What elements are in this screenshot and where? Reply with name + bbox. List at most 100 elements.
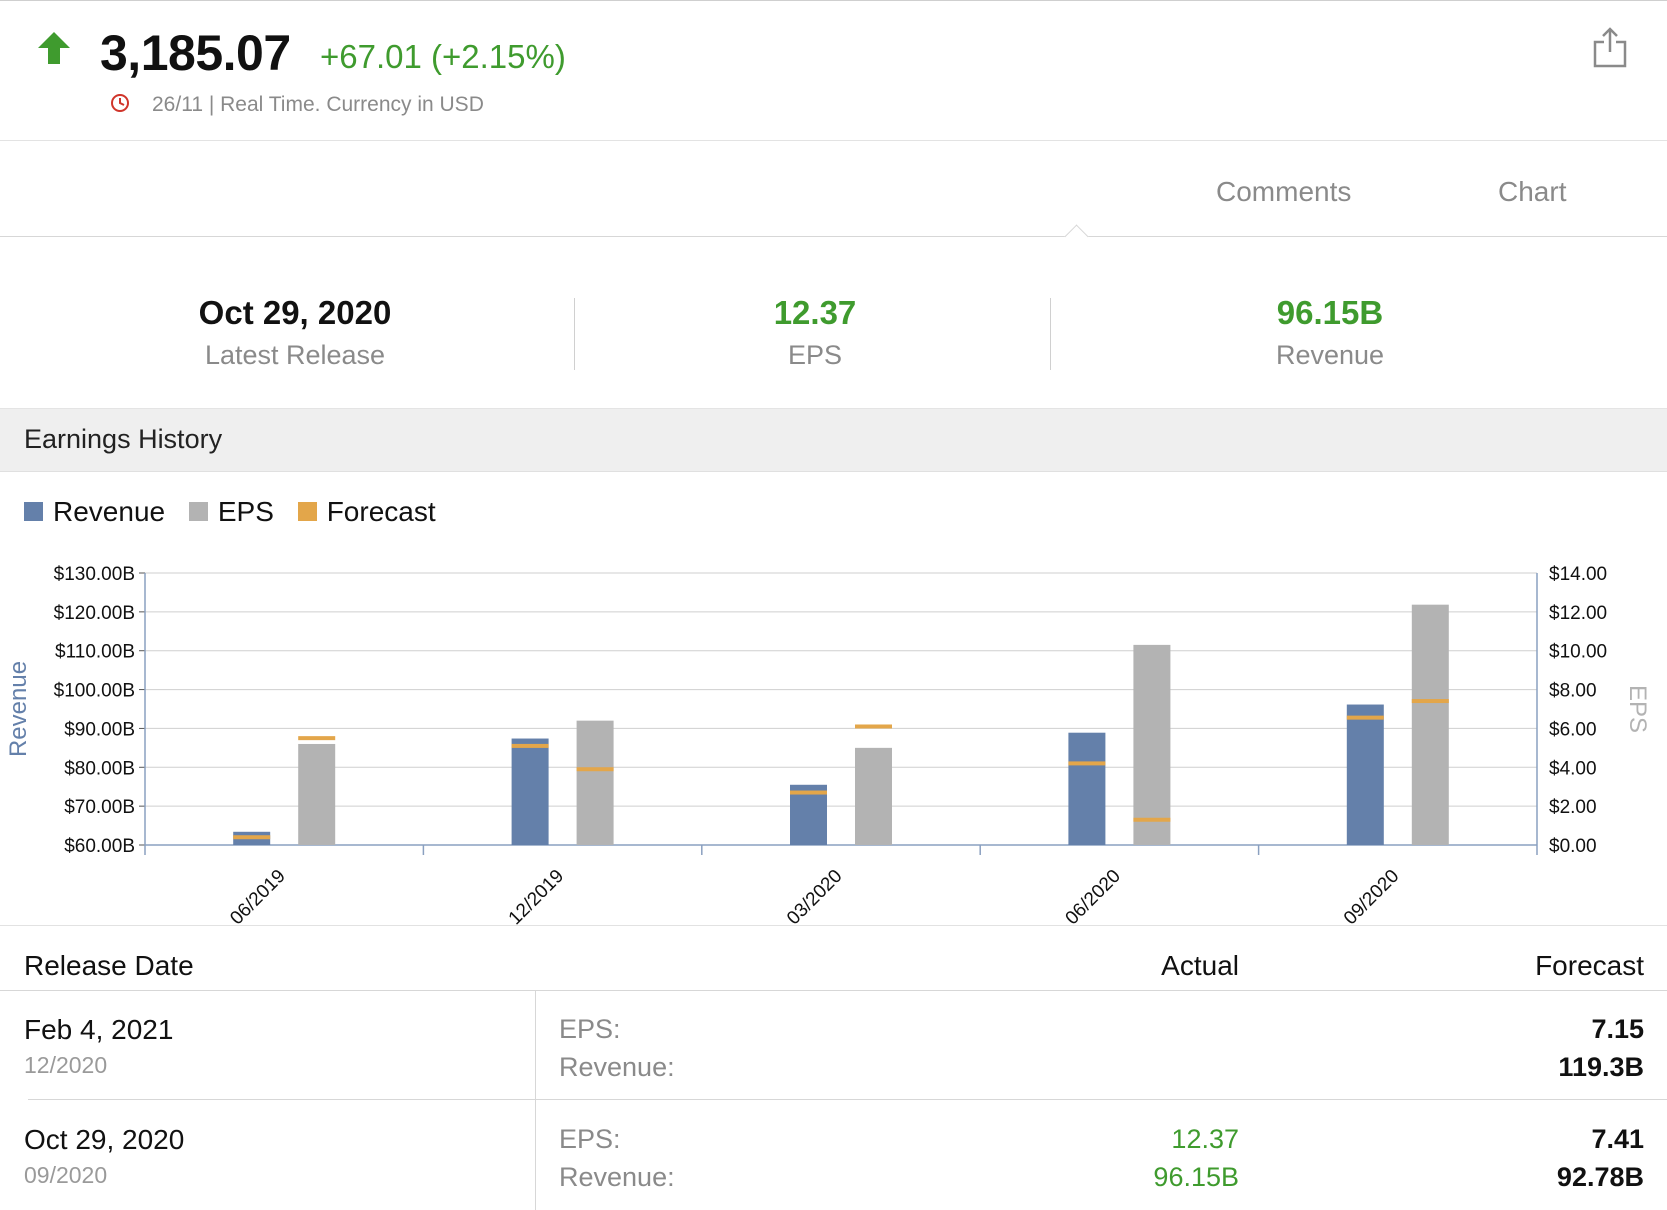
x-tick-label: 03/2020 (783, 866, 846, 929)
chart-legend: Revenue EPS Forecast (24, 496, 452, 528)
price-change: +67.01 (+2.15%) (320, 38, 566, 75)
revenue-value: 96.15B (1276, 294, 1384, 331)
section-title: Earnings History (24, 424, 223, 454)
legend-eps[interactable]: EPS (188, 496, 274, 528)
summary-divider (574, 298, 575, 370)
latest-release-value: Oct 29, 2020 (198, 294, 392, 331)
summary-revenue: 96.15B Revenue (1135, 294, 1525, 371)
row-date: Oct 29, 2020 (24, 1124, 185, 1155)
y2-tick-label: $2.00 (1549, 797, 1597, 818)
y2-tick-label: $0.00 (1549, 836, 1597, 857)
row-period: 09/2020 (24, 1162, 108, 1188)
row-divider (28, 1099, 1667, 1100)
summary-eps: 12.37 EPS (620, 294, 1010, 371)
legend-label-revenue: Revenue (53, 496, 166, 527)
y-tick-label: $60.00B (64, 836, 135, 857)
section-header: Earnings History (0, 408, 1667, 472)
row-revenue-forecast: 119.3B (1558, 1052, 1644, 1082)
tab-bar: Comments Chart (0, 140, 1667, 237)
revenue-bar (1346, 704, 1384, 845)
eps-value: 12.37 (773, 294, 857, 331)
row-eps-label: EPS: (559, 1014, 621, 1044)
revenue-bar (790, 784, 827, 845)
legend-swatch-eps (188, 502, 208, 521)
eps-bar (1411, 604, 1449, 845)
eps-forecast-marker (1133, 817, 1171, 822)
earnings-summary: Oct 29, 2020 Latest Release 12.37 EPS 96… (0, 240, 1667, 408)
quote-meta: 26/11 | Real Time. Currency in USD (152, 93, 484, 116)
y-axis-title: Revenue (5, 661, 32, 757)
header-forecast: Forecast (1535, 950, 1644, 981)
table-row[interactable]: Oct 29, 2020 09/2020 EPS: Revenue: 12.37… (0, 1100, 1667, 1210)
legend-forecast[interactable]: Forecast (297, 496, 436, 528)
y-tick-label: $80.00B (64, 758, 135, 779)
header-actual: Actual (1161, 950, 1239, 981)
clock-icon (111, 94, 129, 112)
legend-revenue[interactable]: Revenue (24, 496, 165, 528)
row-revenue-actual: 96.15B (1153, 1162, 1239, 1192)
x-tick-label: 12/2019 (505, 866, 568, 929)
tab-chart[interactable]: Chart (1498, 176, 1567, 207)
eps-bar (298, 743, 336, 845)
y2-axis-title: EPS (1624, 685, 1651, 733)
y-tick-label: $70.00B (64, 797, 135, 818)
row-date: Feb 4, 2021 (24, 1014, 174, 1045)
summary-divider (1050, 298, 1051, 370)
eps-bar (1133, 644, 1171, 845)
y2-tick-label: $10.00 (1549, 642, 1607, 663)
revenue-forecast-marker (1068, 761, 1106, 766)
y2-tick-label: $4.00 (1549, 758, 1597, 779)
eps-forecast-marker (576, 767, 614, 772)
header-release-date: Release Date (24, 950, 194, 981)
revenue-forecast-marker (790, 790, 827, 795)
revenue-forecast-marker (511, 743, 549, 748)
x-tick-label: 06/2019 (226, 866, 289, 929)
x-tick-label: 06/2020 (1062, 866, 1125, 929)
y-tick-label: $130.00B (54, 564, 135, 585)
column-divider (535, 990, 536, 1210)
y2-tick-label: $8.00 (1549, 681, 1597, 702)
y-tick-label: $110.00B (55, 642, 135, 663)
row-revenue-forecast: 92.78B (1556, 1162, 1644, 1192)
eps-forecast-marker (1411, 699, 1449, 704)
eps-forecast-marker (855, 724, 892, 729)
revenue-bar (1068, 732, 1106, 845)
y2-tick-label: $12.00 (1549, 603, 1607, 624)
eps-bar (855, 747, 892, 845)
x-tick-label: 09/2020 (1340, 866, 1403, 929)
legend-swatch-revenue (24, 502, 43, 521)
tab-comments[interactable]: Comments (1216, 176, 1352, 207)
row-revenue-label: Revenue: (559, 1162, 675, 1192)
latest-release-label: Latest Release (204, 340, 386, 370)
y-tick-label: $100.00B (54, 681, 135, 702)
share-icon[interactable] (1590, 24, 1630, 70)
revenue-forecast-marker (1346, 715, 1384, 720)
row-eps-label: EPS: (559, 1124, 621, 1154)
up-arrow-icon (38, 32, 70, 64)
top-border (0, 0, 1667, 1)
eps-forecast-marker (298, 736, 336, 741)
row-period: 12/2020 (24, 1052, 108, 1078)
table-header: Release Date Actual Forecast (0, 925, 1667, 991)
earnings-chart: $60.00B $0.00 $70.00B $2.00 $80.00B $4.00 $90.… (5, 564, 1651, 929)
legend-label-forecast: Forecast (326, 496, 436, 527)
y-tick-label: $120.00B (54, 603, 135, 624)
legend-swatch-forecast (297, 502, 317, 521)
y-tick-label: $90.00B (64, 719, 135, 740)
row-eps-forecast: 7.15 (1591, 1014, 1644, 1044)
y2-tick-label: $14.00 (1549, 564, 1607, 585)
row-eps-actual: 12.37 (1171, 1124, 1239, 1154)
price-value: 3,185.07 (100, 25, 291, 81)
revenue-bar (511, 738, 549, 845)
revenue-label: Revenue (1275, 340, 1385, 370)
legend-label-eps: EPS (217, 496, 274, 527)
summary-latest-release: Oct 29, 2020 Latest Release (100, 294, 490, 371)
y2-tick-label: $6.00 (1549, 719, 1597, 740)
row-eps-forecast: 7.41 (1591, 1124, 1644, 1154)
revenue-forecast-marker (233, 835, 271, 840)
eps-bar (576, 720, 614, 845)
quote-header: 3,185.07 +67.01 (+2.15%) 26/11 | Real Ti… (0, 0, 1667, 141)
eps-label: EPS (787, 340, 843, 370)
row-revenue-label: Revenue: (559, 1052, 675, 1082)
table-row[interactable]: Feb 4, 2021 12/2020 EPS: Revenue: 7.15 1… (0, 990, 1667, 1100)
